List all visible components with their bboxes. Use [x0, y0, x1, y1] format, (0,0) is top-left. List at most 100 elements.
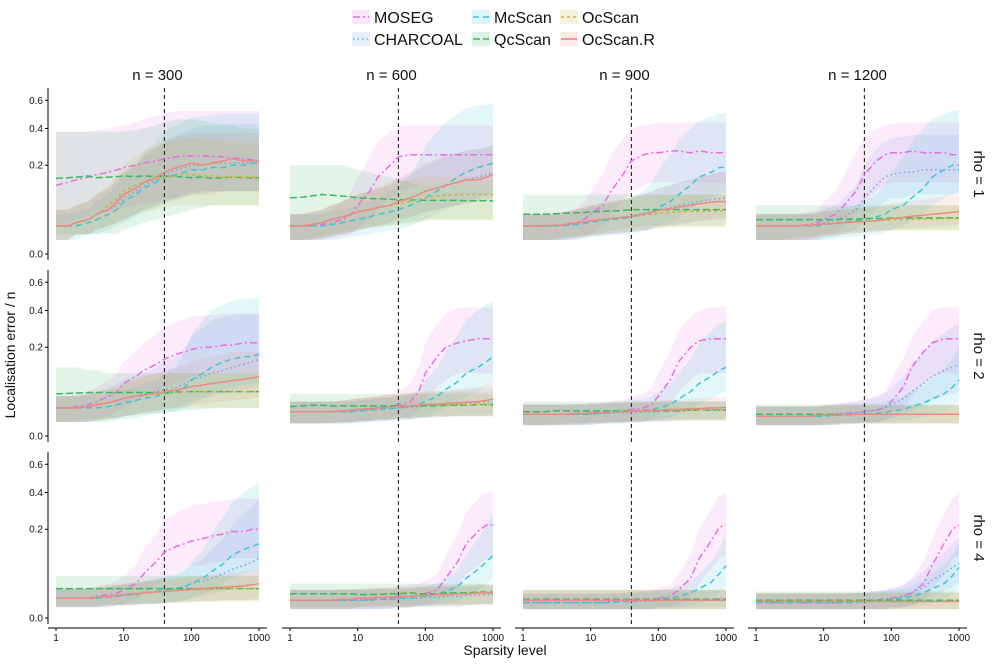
ribbon-mcscan [290, 513, 493, 610]
ribbon-ocscan [56, 373, 259, 422]
ribbon-ocscan-r [290, 383, 493, 424]
legend: MOSEG CHARCOAL McScan QcScan OcScan OcScan.R [352, 10, 655, 49]
panel-n-600-rho-2 [289, 270, 494, 442]
legend-key-charcoal [352, 32, 370, 46]
y-tick-label: 0.0 [29, 432, 43, 443]
series-line-mcscan [56, 543, 260, 599]
series-line-mcscan [290, 356, 494, 413]
series-line-qcscan [290, 591, 493, 596]
y-tick-label: 0.6 [29, 96, 43, 107]
legend-key-moseg [352, 10, 370, 24]
ribbon-ocscan-r [756, 405, 959, 426]
ribbon-moseg [290, 307, 493, 424]
panel-n-600-rho-4 [290, 452, 494, 624]
legend-item-moseg: MOSEG [352, 10, 434, 27]
y-axis-rho-4: 0.0 0.2 0.4 0.6 [29, 452, 49, 625]
series-line-ocscan-r [523, 406, 727, 416]
legend-item-ocscan: OcScan [560, 10, 639, 27]
ribbon-charcoal [523, 401, 726, 426]
legend-key-qcscan [472, 32, 490, 46]
ribbon-moseg [523, 122, 726, 240]
ribbon-moseg [290, 490, 493, 610]
panel-n-900-rho-4 [523, 452, 727, 624]
ribbon-ocscan-r [290, 145, 493, 240]
ribbon-mcscan [756, 543, 959, 610]
row-label-rho-2: rho = 2 [970, 332, 987, 379]
x-tick-label: 100 [883, 633, 900, 644]
series-line-qcscan [289, 193, 493, 202]
ribbon-moseg [523, 492, 726, 610]
ribbon-moseg [56, 313, 259, 422]
ribbon-ocscan [756, 405, 959, 426]
series-line-charcoal [56, 162, 259, 227]
series-line-mcscan [523, 565, 727, 604]
y-tick-label: 0.4 [29, 124, 43, 135]
x-tick-label: 100 [650, 633, 667, 644]
series-line-ocscan-r [756, 210, 960, 227]
series-line-mcscan [56, 353, 260, 409]
panel-n-600-rho-1 [289, 88, 494, 260]
legend-item-charcoal: CHARCOAL [352, 32, 463, 49]
x-tick-label: 1 [520, 633, 526, 644]
ribbon-moseg [756, 492, 959, 610]
column-label-n-1200: n = 1200 [828, 67, 887, 84]
ribbon-ocscan [756, 205, 959, 240]
x-axis-n-300: 1 10 100 1000 [48, 627, 271, 644]
y-tick-label: 0.0 [29, 250, 43, 261]
ribbon-mcscan [56, 483, 259, 608]
ribbon-moseg [523, 307, 726, 426]
y-tick-label: 0.2 [29, 343, 43, 354]
x-tick-label: 1000 [715, 633, 738, 644]
legend-key-mcscan [472, 10, 490, 24]
ribbon-qcscan [290, 165, 493, 240]
ribbon-mcscan [523, 320, 726, 426]
row-label-rho-4: rho = 4 [970, 514, 987, 561]
y-tick-label: 0.6 [29, 278, 43, 289]
legend-label-qcscan: QcScan [494, 32, 551, 49]
ribbon-qcscan [290, 583, 493, 608]
x-tick-label: 10 [118, 633, 130, 644]
legend-label-mcscan: McScan [494, 10, 552, 27]
series-line-mcscan [756, 164, 959, 227]
ribbon-charcoal [756, 323, 959, 426]
series-line-ocscan-r [756, 413, 959, 417]
x-tick-label: 10 [352, 633, 364, 644]
series-line-qcscan [55, 175, 259, 180]
series-line-moseg [55, 155, 260, 187]
legend-label-charcoal: CHARCOAL [374, 32, 463, 49]
ribbon-charcoal [56, 313, 259, 422]
ribbon-mcscan [523, 533, 726, 610]
row-label-rho-1: rho = 1 [970, 150, 987, 197]
ribbon-qcscan [756, 205, 959, 240]
panel-n-900-rho-2 [523, 270, 727, 442]
x-tick-label: 1 [53, 633, 59, 644]
ribbon-ocscan [290, 177, 493, 240]
panel-n-300-rho-4 [56, 452, 260, 624]
panel-n-1200-rho-1 [756, 88, 960, 260]
ribbon-charcoal [756, 538, 959, 610]
ribbon-mcscan [756, 347, 959, 426]
y-tick-label: 0.4 [29, 306, 43, 317]
y-tick-label: 0.2 [29, 161, 43, 172]
x-axis-n-1200: 1 10 100 1000 [748, 627, 971, 644]
x-tick-label: 1 [753, 633, 759, 644]
ribbon-mcscan [756, 109, 959, 240]
series-line-moseg [290, 154, 493, 227]
y-tick-label: 0.6 [29, 460, 43, 471]
x-tick-label: 100 [417, 633, 434, 644]
ribbon-mcscan [56, 297, 259, 422]
series-line-ocscan-r [290, 398, 494, 413]
ribbon-ocscan [523, 401, 726, 426]
x-tick-label: 1000 [948, 633, 971, 644]
legend-label-moseg: MOSEG [374, 10, 434, 27]
y-axis-title: Localisation error / n [2, 292, 18, 419]
series-line-ocscan-r [290, 173, 494, 227]
panel-n-1200-rho-2 [756, 270, 960, 442]
ribbon-moseg [56, 498, 259, 608]
legend-label-ocscan: OcScan [582, 10, 639, 27]
series-line-ocscan-r [56, 375, 260, 409]
panel-n-300-rho-2 [55, 270, 260, 442]
legend-label-ocscan-r: OcScan.R [582, 32, 655, 49]
